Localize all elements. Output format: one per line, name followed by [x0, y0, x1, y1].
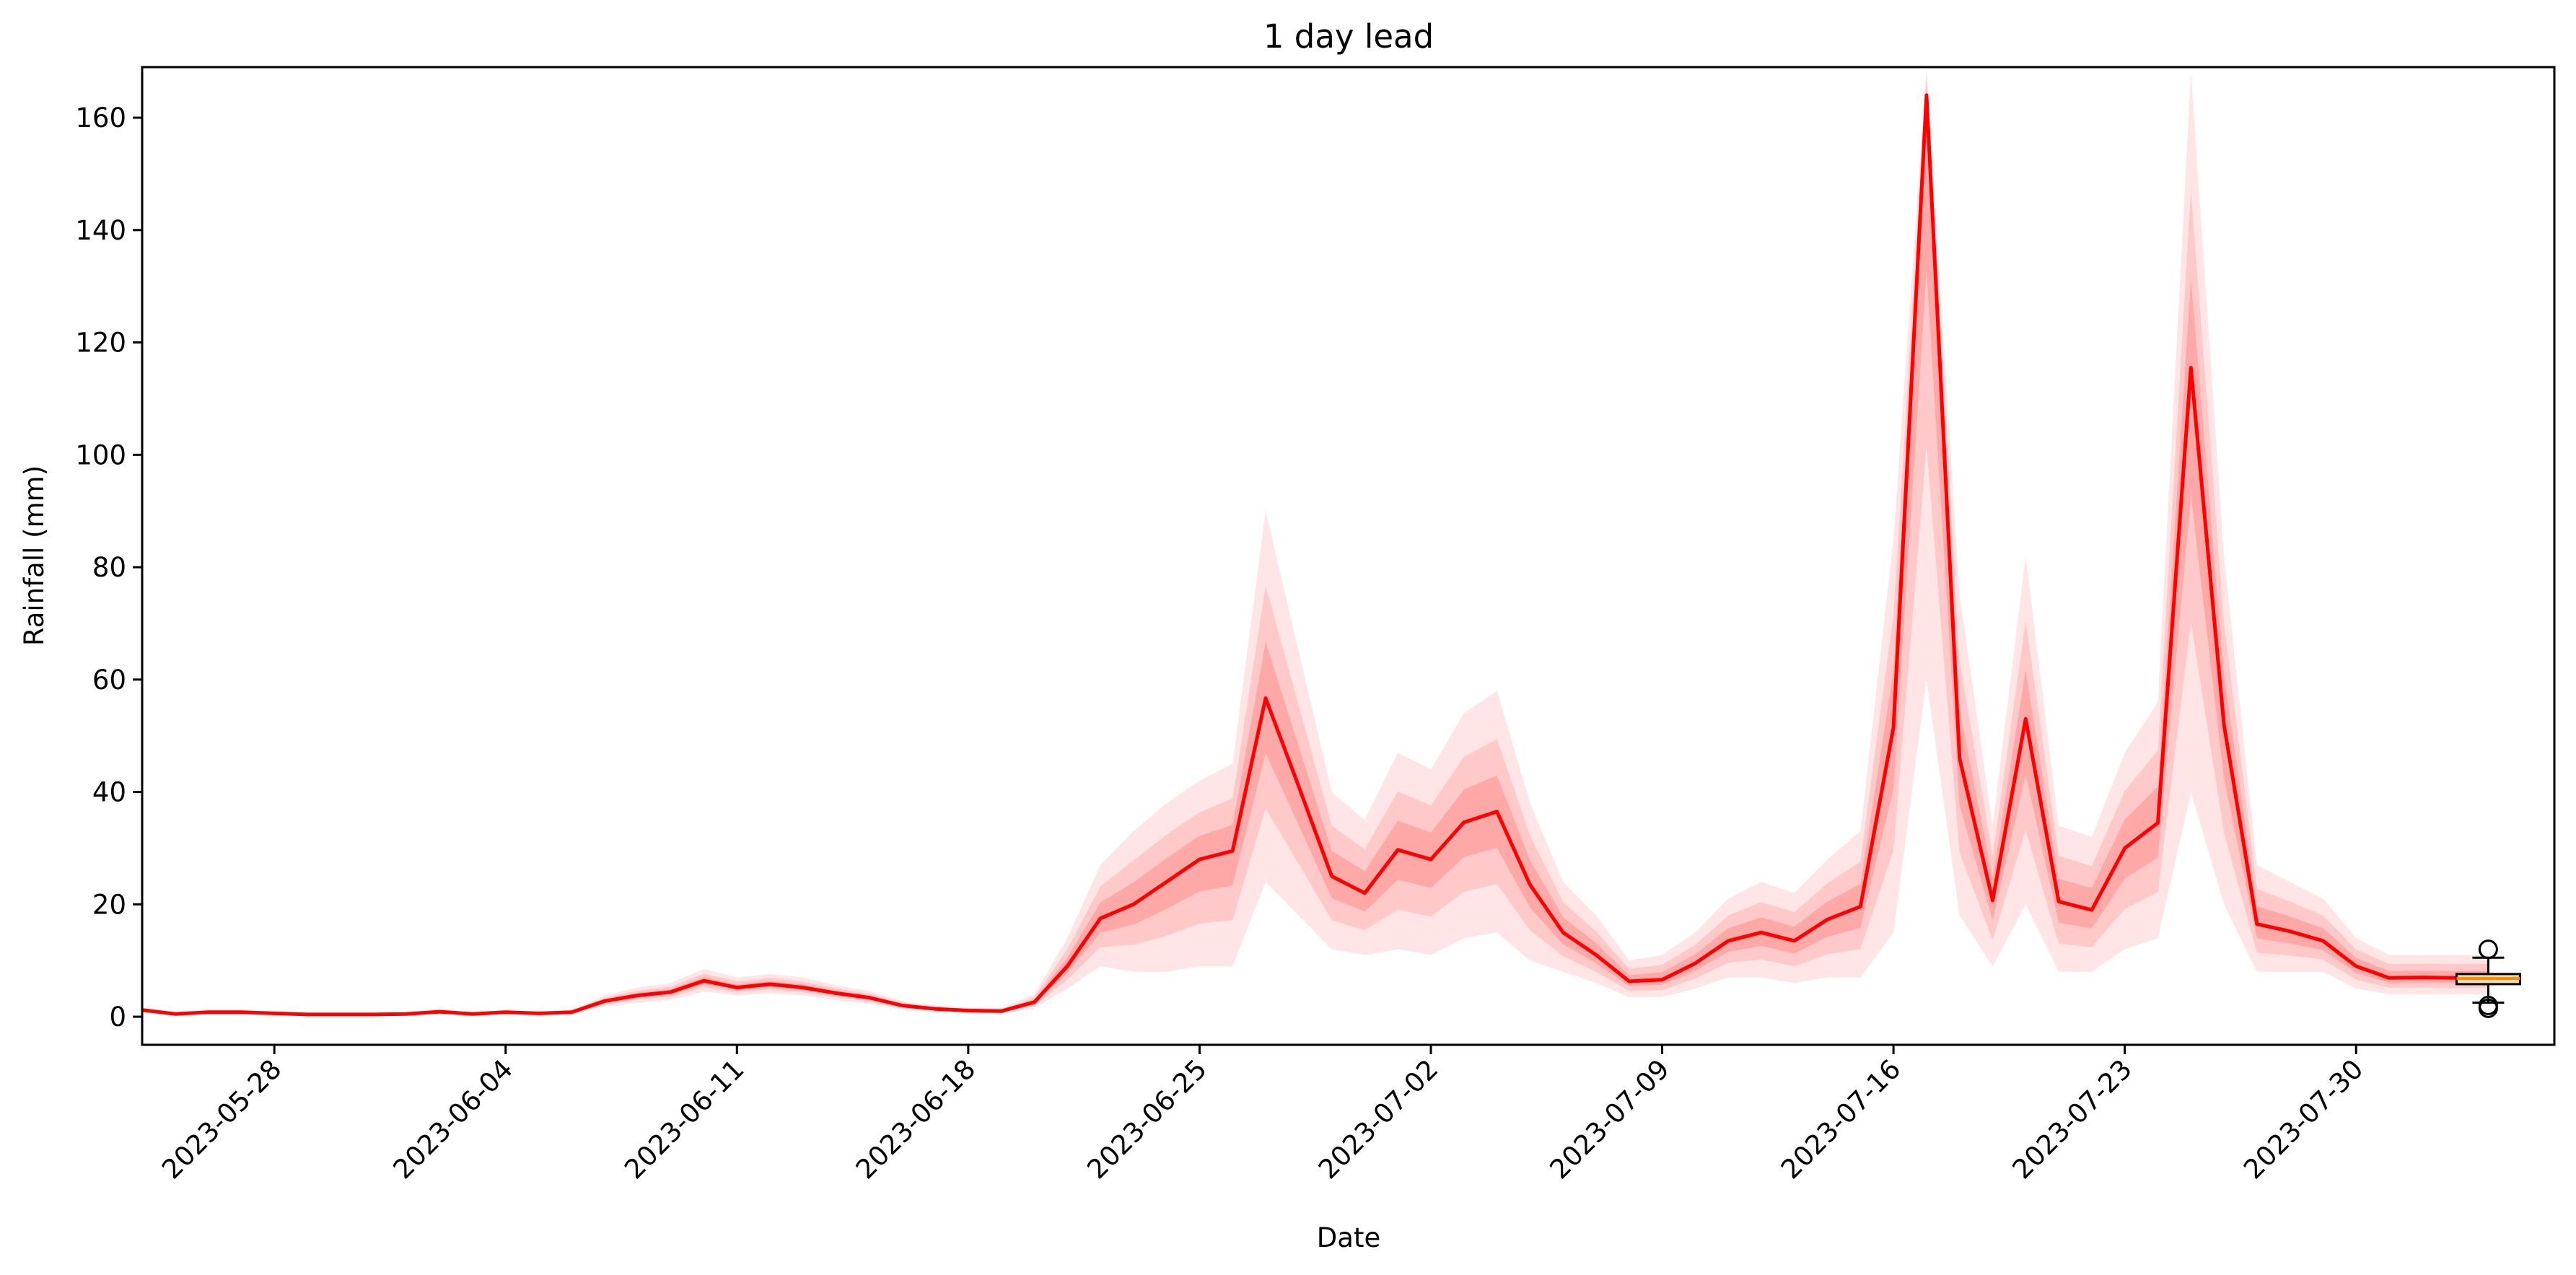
- y-tick-label: 120: [75, 328, 126, 359]
- y-tick-label: 100: [75, 439, 126, 470]
- y-tick-label: 20: [92, 889, 126, 920]
- series-line: [142, 93, 2489, 1017]
- plot-area: [142, 67, 2521, 1018]
- x-axis-label: Date: [1317, 1222, 1380, 1253]
- plot-frame: [141, 66, 2556, 1046]
- mean-line-layer: [142, 93, 2489, 1017]
- chart-title: 1 day lead: [1263, 17, 1434, 56]
- y-tick-label: 140: [75, 215, 126, 246]
- y-axis-label: Rainfall (mm): [19, 465, 50, 646]
- y-tick-label: 60: [92, 665, 126, 696]
- y-tick-label: 40: [92, 777, 126, 808]
- boxplot-outlier: [2478, 939, 2498, 960]
- boxplot-outlier: [2478, 995, 2498, 1015]
- y-tick-label: 0: [109, 1002, 126, 1033]
- y-tick-label: 160: [75, 102, 126, 133]
- boxplot-layer: [2455, 939, 2521, 1018]
- y-axis: 0 20 40 60 80 100 120 140 160: [75, 102, 142, 1033]
- y-tick-label: 80: [92, 552, 126, 583]
- ensemble-band-0: [142, 67, 2489, 1016]
